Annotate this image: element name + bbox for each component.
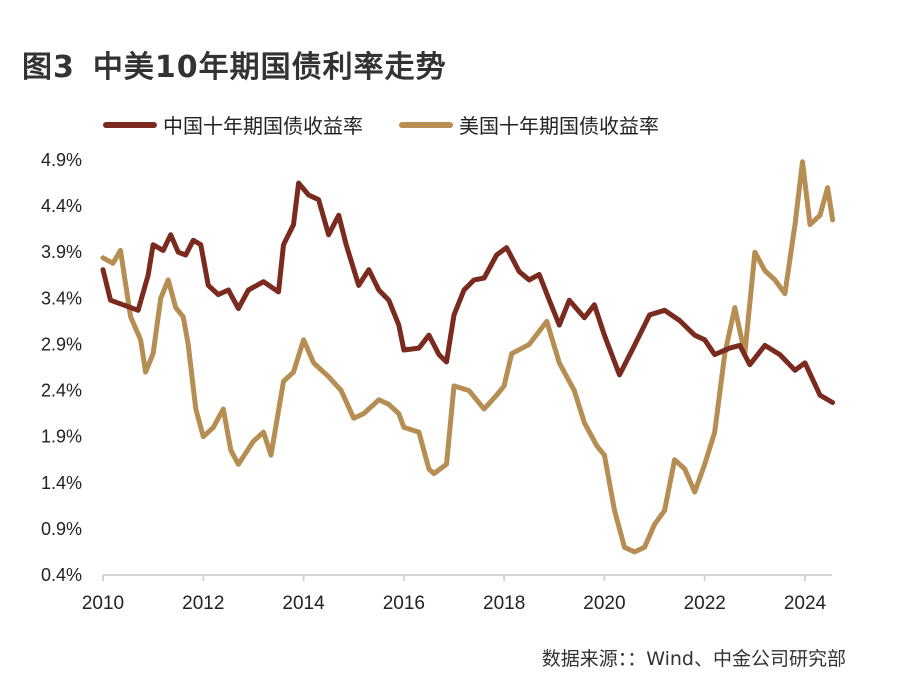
series-lines — [100, 159, 836, 555]
legend-swatch-us — [399, 121, 453, 128]
legend-item-us: 美国十年期国债收益率 — [399, 110, 659, 139]
legend: 中国十年期国债收益率 美国十年期国债收益率 — [103, 110, 695, 139]
y-tick-label: 0.4% — [41, 565, 82, 585]
source-note: 数据来源：：Wind、中金公司研究部 — [541, 648, 846, 670]
y-tick-label: 4.9% — [41, 150, 82, 170]
legend-label-us: 美国十年期国债收益率 — [459, 114, 659, 138]
x-tick-label: 2012 — [182, 593, 224, 614]
series-line-us — [100, 159, 836, 555]
axes: 2010 2012 2014 2016 2018 2020 2022 2024 4.9% 4.4%… — [41, 150, 832, 614]
y-tick-label: 2.4% — [41, 381, 82, 401]
x-tick-label: 2014 — [282, 593, 325, 614]
figure-label: 图3 — [22, 50, 75, 85]
y-tick-label: 3.4% — [41, 288, 82, 308]
chart-title: 图3 中美10年期国债利率走势 — [22, 42, 447, 86]
x-tick-label: 2024 — [784, 593, 827, 614]
y-tick-label: 4.4% — [41, 196, 82, 216]
x-tick-label: 2010 — [82, 593, 124, 614]
y-tick-label: 1.4% — [41, 473, 82, 493]
x-tick-label: 2022 — [684, 593, 726, 614]
title-text: 中美10年期国债利率走势 — [92, 50, 447, 85]
y-tick-label: 2.9% — [41, 334, 82, 354]
y-tick-label: 0.9% — [41, 519, 82, 539]
y-tick-label: 3.9% — [41, 242, 82, 262]
x-tick-label: 2018 — [483, 593, 525, 614]
x-tick-label: 2016 — [383, 593, 425, 614]
x-tick-label: 2020 — [583, 593, 625, 614]
line-chart: 2010 2012 2014 2016 2018 2020 2022 2024 4.9% 4.4%… — [41, 150, 836, 614]
y-tick-label: 1.9% — [41, 427, 82, 447]
legend-swatch-china — [103, 121, 157, 128]
legend-label-china: 中国十年期国债收益率 — [163, 114, 363, 138]
legend-item-china: 中国十年期国债收益率 — [103, 110, 363, 139]
